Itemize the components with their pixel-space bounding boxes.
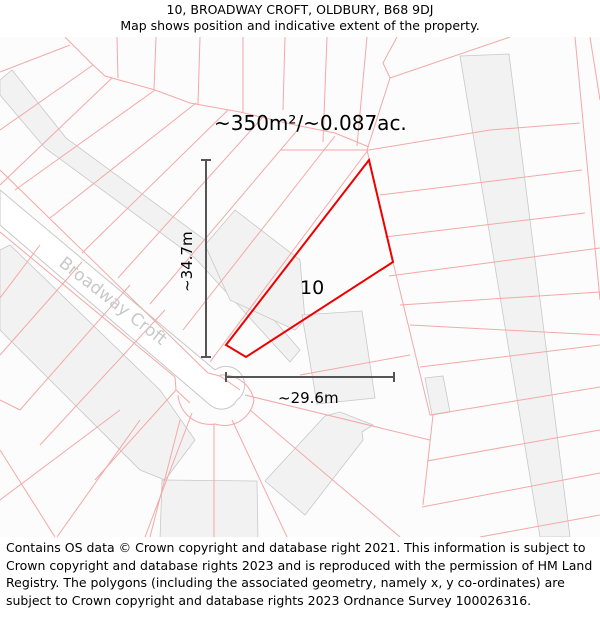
buildings	[0, 53, 571, 537]
horizontal-dimension-line	[225, 372, 395, 382]
property-boundary[interactable]	[224, 157, 395, 359]
copyright-notice: Contains OS data © Crown copyright and d…	[6, 540, 593, 608]
horizontal-dimension-label: ~29.6m	[278, 389, 339, 407]
map-header: 10, BROADWAY CROFT, OLDBURY, B68 9DJ Map…	[0, 0, 600, 37]
plot-number-label: 10	[300, 277, 324, 299]
road	[0, 189, 246, 410]
vertical-dimension-label: ~34.7m	[178, 231, 196, 292]
map-description: Map shows position and indicative extent…	[120, 18, 480, 33]
property-map[interactable]: ~350m²/~0.087ac. ~34.7m ~29.6m Broadway …	[0, 37, 600, 537]
area-label: ~350m²/~0.087ac.	[214, 111, 407, 135]
parcel-boundaries	[0, 37, 600, 537]
property-address: 10, BROADWAY CROFT, OLDBURY, B68 9DJ	[166, 2, 434, 17]
vertical-dimension-line	[201, 159, 211, 358]
